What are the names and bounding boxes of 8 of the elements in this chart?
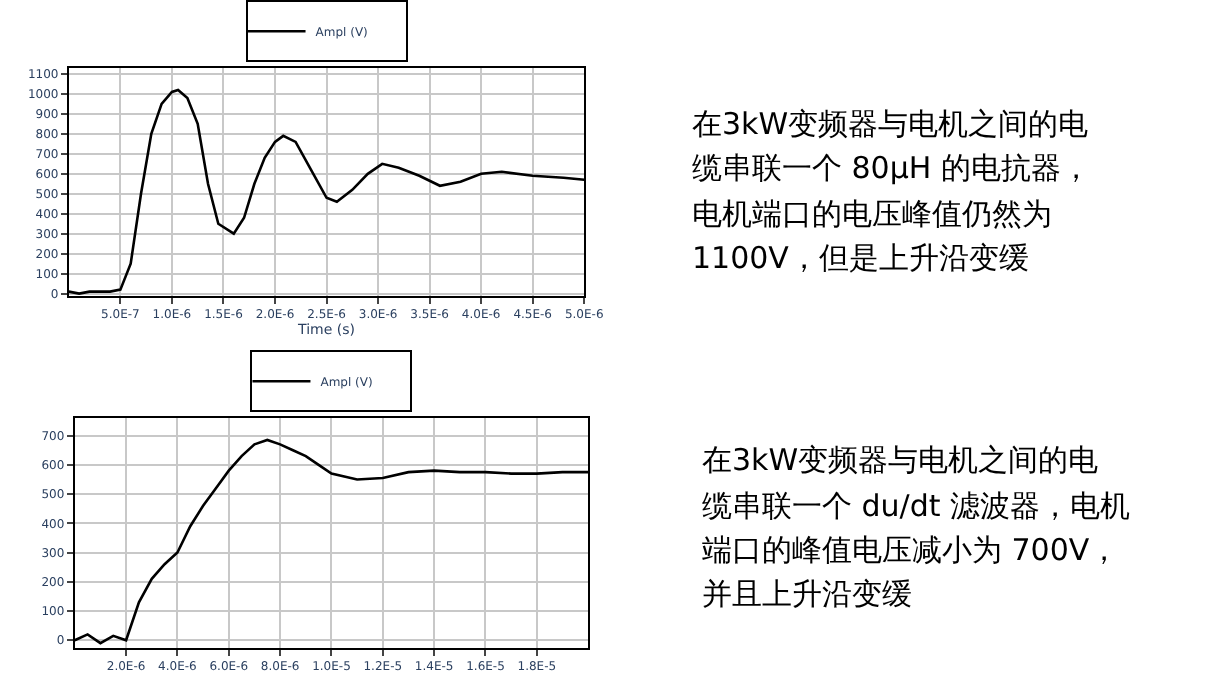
- text: 缆串联一个 du/dt 滤波器，电机: [702, 488, 1131, 524]
- text: 1100V，但是上升沿变缓: [692, 240, 1029, 276]
- text: 在3kW变频器与电机之间的电: [692, 106, 1089, 142]
- text: 端口的峰值电压减小为 700V，: [702, 532, 1120, 568]
- text: 电机端口的电压峰值仍然为: [692, 196, 1052, 232]
- text: 在3kW变频器与电机之间的电: [702, 442, 1099, 478]
- text: 并且上升沿变缓: [702, 576, 912, 612]
- text: 缆串联一个 80μH 的电抗器，: [692, 150, 1091, 186]
